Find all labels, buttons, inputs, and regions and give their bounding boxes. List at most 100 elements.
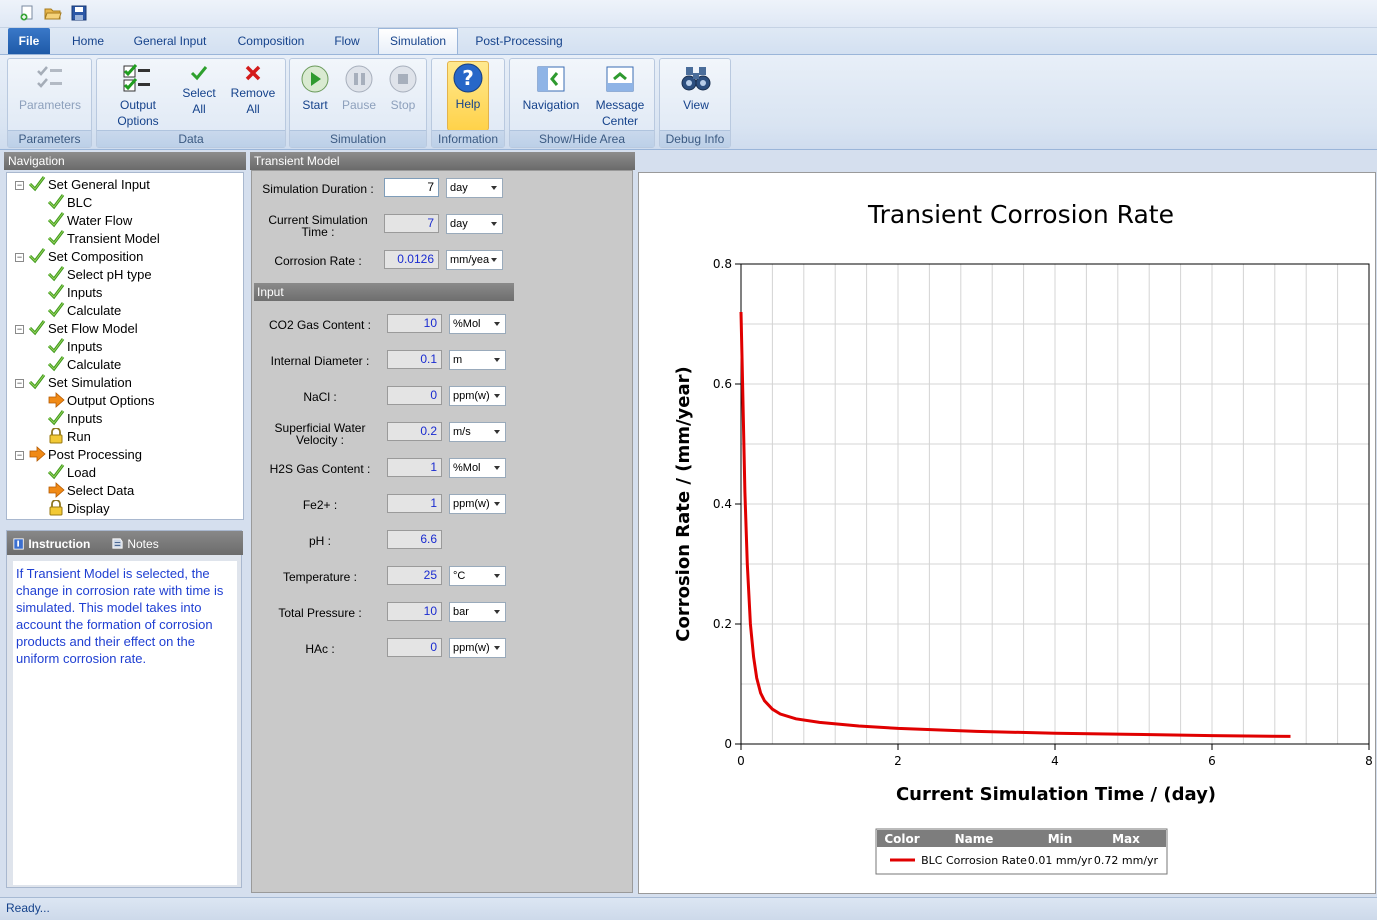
tree-item-label: Transient Model [67,231,160,246]
tree-item[interactable]: Load [47,464,96,482]
tree-item[interactable]: Set Simulation [28,374,132,392]
chart-grid [741,264,1369,744]
open-folder-icon[interactable] [44,4,62,22]
select-all-button[interactable]: Select All [177,63,221,117]
current-sim-time-label-1: Current Simulation [268,213,368,227]
input-value[interactable]: 1 [387,494,442,513]
lock-icon [47,428,65,444]
tree-item-label: Set Composition [48,249,144,264]
pause-button[interactable]: Pause [340,63,378,113]
tree-item[interactable]: Output Options [47,392,154,410]
input-value[interactable]: 1 [387,458,442,477]
y-tick-label: 0.4 [713,497,732,511]
input-value[interactable]: 10 [387,602,442,621]
y-axis-label: Corrosion Rate / (mm/year) [673,366,694,641]
sim-duration-input[interactable]: 7 [384,178,439,197]
view-button[interactable]: View [674,63,718,113]
input-section-header: Input [254,283,514,301]
x-axis-label: Current Simulation Time / (day) [896,784,1216,805]
tab-flow[interactable]: Flow [334,34,360,48]
tree-item[interactable]: Calculate [47,302,121,320]
unit-select[interactable]: ppm(w) [449,494,506,514]
navigation-button[interactable]: Navigation [518,63,584,113]
chart-legend: Color Name Min Max BLC Corrosion Rate 0.… [875,828,1168,875]
save-icon[interactable] [70,4,88,22]
chevron-down-icon [486,179,502,197]
start-button[interactable]: Start [296,63,334,113]
unit-select[interactable]: m/s [449,422,506,442]
tab-composition[interactable]: Composition [237,34,305,48]
tab-simulation[interactable]: Simulation [378,28,458,55]
unit-select[interactable]: bar [449,602,506,622]
tree-item[interactable]: Select Data [47,482,134,500]
x-tick-label: 4 [1051,754,1059,768]
tree-item[interactable]: Calculate [47,356,121,374]
chevron-down-icon [489,315,505,333]
tree-item[interactable]: Run [47,428,91,446]
chevron-down-icon [489,567,505,585]
status-bar: Ready... [0,897,1377,920]
tree-item[interactable]: Inputs [47,338,102,356]
input-value[interactable]: 0 [387,638,442,657]
corrosion-rate-unit: mm/yea [450,254,490,266]
tab-post-processing[interactable]: Post-Processing [475,34,563,48]
group-debug: View Debug Info [659,58,731,148]
tab-notes[interactable]: Notes [111,535,159,553]
input-value[interactable]: 25 [387,566,442,585]
tree-item[interactable]: Water Flow [47,212,132,230]
input-value[interactable]: 0.1 [387,350,442,369]
legend-row-min: 0.01 mm/yr [1028,854,1093,867]
plot-frame [740,263,1370,745]
input-label: Internal Diameter : [270,354,370,368]
parameters-button[interactable]: Parameters [14,63,86,113]
tree-expander[interactable]: − [15,180,24,190]
tab-general-input[interactable]: General Input [133,34,207,48]
stop-icon [387,63,419,95]
message-center-button[interactable]: Message Center [590,63,650,129]
unit-select[interactable]: °C [449,566,506,586]
input-value[interactable]: 0.2 [387,422,442,441]
current-sim-time-unit-select[interactable]: day [446,214,503,234]
unit-select[interactable]: ppm(w) [449,638,506,658]
tree-item[interactable]: Select pH type [47,266,152,284]
new-file-icon[interactable] [18,4,36,22]
output-options-label: Output [119,98,157,112]
unit-select[interactable]: ppm(w) [449,386,506,406]
input-value[interactable]: 6.6 [387,530,442,549]
help-button[interactable]: ? Help [447,61,489,131]
tree-expander[interactable]: − [15,378,24,388]
info-book-icon [13,538,24,550]
tab-file[interactable]: File [8,28,50,54]
tree-item[interactable]: Post Processing [28,446,142,464]
chevron-down-icon [489,603,505,621]
unit-select[interactable]: m [449,350,506,370]
tree-item[interactable]: Display [47,500,110,518]
tree-expander[interactable]: − [15,450,24,460]
input-value[interactable]: 10 [387,314,442,333]
legend-header-min: Min [1048,832,1073,846]
tree-item[interactable]: Set Composition [28,248,143,266]
stop-button[interactable]: Stop [384,63,422,113]
corrosion-rate-unit-select[interactable]: mm/yea [446,250,503,270]
input-value[interactable]: 0 [387,386,442,405]
unit-select[interactable]: %Mol [449,458,506,478]
remove-all-button[interactable]: Remove All [225,63,281,117]
check-icon [28,320,46,336]
tree-item[interactable]: Inputs [47,284,102,302]
chevron-down-icon [489,387,505,405]
output-options-button[interactable]: Output Options [105,63,171,129]
tree-item[interactable]: Inputs [47,410,102,428]
tree-item[interactable]: BLC [47,194,92,212]
x-tick-label: 0 [737,754,745,768]
sim-duration-unit-select[interactable]: day [446,178,503,198]
tree-item[interactable]: Transient Model [47,230,160,248]
tree-expander[interactable]: − [15,324,24,334]
unit-select[interactable]: %Mol [449,314,506,334]
tree-expander[interactable]: − [15,252,24,262]
tab-home[interactable]: Home [71,34,104,48]
tab-instruction[interactable]: Instruction [13,535,90,553]
instruction-text: If Transient Model is selected, the chan… [13,561,237,885]
tree-item[interactable]: Set General Input [28,176,150,194]
tree-item-label: Select pH type [67,267,152,282]
tree-item[interactable]: Set Flow Model [28,320,138,338]
